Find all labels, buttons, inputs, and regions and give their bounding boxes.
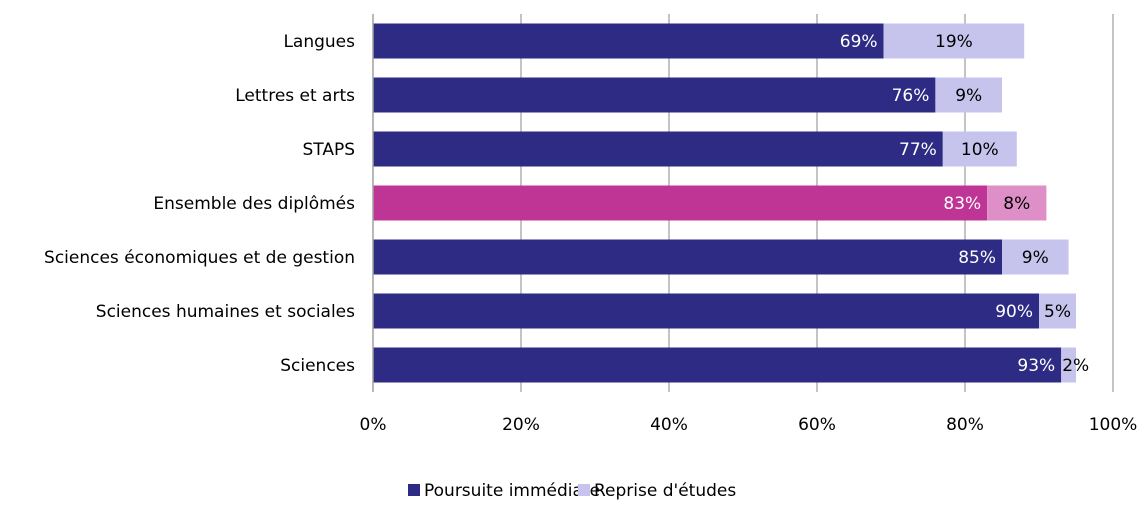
bar-segment (987, 185, 1047, 221)
x-tick-label: 40% (650, 415, 688, 435)
bar-segment (373, 239, 1002, 275)
bar-segment (373, 131, 943, 167)
bar-segment (883, 23, 1025, 59)
category-label: Sciences humaines et sociales (96, 302, 355, 322)
data-label: 9% (955, 86, 982, 106)
bar-segment (373, 23, 884, 59)
bar-segment (373, 185, 988, 221)
bar-segment (935, 77, 1002, 113)
bar-segment (373, 347, 1062, 383)
bar-segment (373, 77, 936, 113)
category-label: Ensemble des diplômés (153, 194, 355, 214)
data-label: 10% (961, 140, 999, 160)
bar-segment (373, 293, 1039, 329)
category-label: Sciences (280, 356, 355, 376)
data-label: 5% (1044, 302, 1071, 322)
category-label: STAPS (302, 140, 355, 160)
data-label: 9% (1022, 248, 1049, 268)
data-label: 76% (892, 86, 930, 106)
bars: 69% 19% 76% 9% 77% 10% 83% 8% 85% 9% 90% 5% 93% 2% (373, 23, 1089, 383)
data-label: 93% (1017, 356, 1055, 376)
legend-swatch (578, 484, 590, 496)
legend-label: Poursuite immédiate (424, 481, 600, 501)
data-label: 8% (1003, 194, 1030, 214)
data-label: 19% (935, 32, 973, 52)
legend-swatch (408, 484, 420, 496)
axes: 0% 20% 40% 60% 80% 100% Langues Lettres et arts… (44, 14, 1137, 435)
bar-segment (1002, 239, 1069, 275)
category-label: Lettres et arts (235, 86, 355, 106)
data-label: 90% (995, 302, 1033, 322)
legend-label: Reprise d'études (594, 481, 736, 501)
category-label: Langues (283, 32, 355, 52)
x-tick-label: 0% (360, 415, 387, 435)
x-tick-label: 80% (946, 415, 984, 435)
bar-segment (942, 131, 1017, 167)
data-label: 83% (943, 194, 981, 214)
bar-segment (1061, 347, 1076, 383)
x-tick-label: 100% (1089, 415, 1138, 435)
data-label: 69% (840, 32, 878, 52)
category-label: Sciences économiques et de gestion (44, 248, 355, 268)
data-label: 85% (958, 248, 996, 268)
x-tick-label: 20% (502, 415, 540, 435)
x-tick-label: 60% (798, 415, 836, 435)
data-label: 77% (899, 140, 937, 160)
bar-segment (1039, 293, 1076, 329)
data-label: 2% (1062, 356, 1089, 376)
